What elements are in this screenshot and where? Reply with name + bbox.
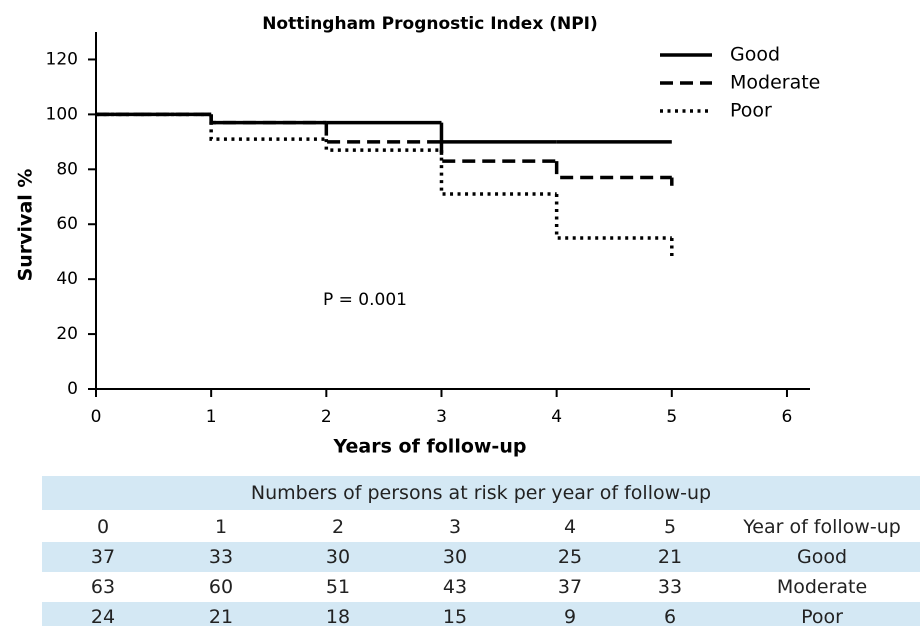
x-tick-label: 4 [551,407,562,427]
annotation: P = 0.001 [323,290,407,310]
table-cell: 25 [557,546,583,568]
table-cell: 43 [442,576,468,598]
survival-step [554,194,672,240]
table-cell: 60 [208,576,234,598]
y-axis-title: Survival % [15,169,37,282]
table-cell: 9 [563,606,577,626]
survival-step [439,150,557,196]
y-tick-label: 80 [56,159,78,179]
table-cell: 37 [557,576,583,598]
survival-step [324,139,442,152]
x-tick-label: 2 [321,407,332,427]
table-cell: 5 [663,516,677,538]
y-tick-label: 20 [56,324,78,344]
y-tick-label: 0 [67,379,78,399]
y-tick-label: 60 [56,214,78,234]
table-cell: 0 [96,516,110,538]
y-tick-label: 120 [46,49,78,69]
table-cell: Poor [801,606,843,626]
table-cell: 33 [657,576,683,598]
survival-step [209,114,327,141]
table-cell: 1 [214,516,228,538]
y-tick-label: 100 [46,104,78,124]
y-tick-label: 40 [56,269,78,289]
table-cell: Good [796,546,848,568]
table-row: 24 21 18 15 9 6 Poor [42,602,920,626]
table-cell: 51 [325,576,351,598]
table-cell: Moderate [776,576,868,598]
survival-step [439,141,557,163]
table-cell: 2 [331,516,345,538]
x-tick-label: 1 [206,407,217,427]
table-cell: 18 [325,606,351,626]
table-cell: 33 [208,546,234,568]
table-cell: 30 [442,546,468,568]
legend-label: Moderate [730,72,820,94]
table-cell: 6 [663,606,677,626]
table-cell: 24 [90,606,116,626]
table-cell: 63 [90,576,116,598]
table-cell: 15 [442,606,468,626]
table-cell: 21 [657,546,683,568]
survival-step [324,122,442,144]
x-tick-label: 3 [436,407,447,427]
risk-table: Numbers of persons at risk per year of f… [42,476,920,626]
survival-step [554,161,672,180]
table-cell: 21 [208,606,234,626]
table-title: Numbers of persons at risk per year of f… [42,476,920,510]
table-row: 37 33 30 30 25 21 Good [42,542,920,572]
chart-title: Nottingham Prognostic Index (NPI) [262,14,598,34]
table-row: 63 60 51 43 37 33 Moderate [42,572,920,602]
x-axis-title: Years of follow-up [333,436,527,458]
x-tick-label: 5 [666,407,677,427]
x-tick-label: 0 [91,407,102,427]
legend-label: Good [730,44,780,66]
table-cell: 3 [448,516,462,538]
table-cell: 37 [90,546,116,568]
table-cell: 4 [563,516,577,538]
table-row: 0 1 2 3 4 5 Year of follow-up [42,512,920,542]
survival-step [439,122,557,144]
legend-label: Poor [730,100,772,122]
table-cell: Year of follow-up [743,516,901,538]
chart: Nottingham Prognostic Index (NPI) Years … [15,14,821,458]
survival-step [209,114,327,125]
table-cell: 30 [325,546,351,568]
x-tick-label: 6 [782,407,793,427]
